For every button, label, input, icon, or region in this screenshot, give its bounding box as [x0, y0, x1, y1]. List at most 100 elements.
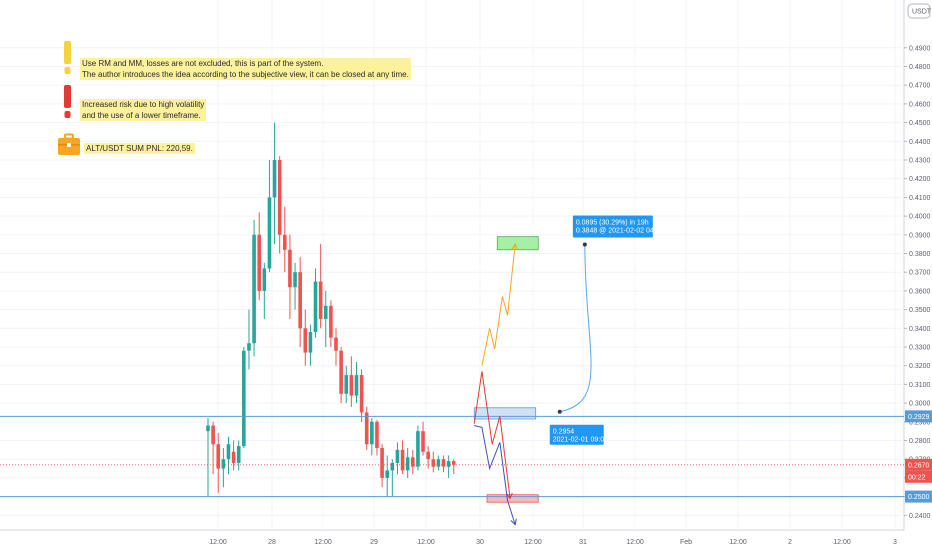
- candle-body: [262, 268, 267, 291]
- candle-body: [349, 375, 354, 396]
- y-tick-label: 0.2400: [909, 513, 931, 520]
- candle-body: [313, 281, 318, 333]
- candle-body: [395, 449, 400, 463]
- y-tick-label: 0.3600: [909, 288, 931, 295]
- candle-down: [334, 328, 338, 366]
- measure-curve: [559, 244, 592, 413]
- candle-up: [313, 268, 318, 338]
- y-tick-label: 0.4200: [909, 176, 931, 183]
- red-projection: [473, 371, 511, 499]
- x-tick-label: 12:00: [417, 539, 435, 546]
- stop-zone: [486, 494, 539, 503]
- currency-badge: [907, 3, 931, 19]
- candle-body: [334, 337, 338, 351]
- candle-down: [431, 451, 436, 473]
- x-tick-label: 12:00: [833, 539, 851, 546]
- y-tick-label: 0.4300: [909, 158, 931, 165]
- candle-body: [277, 160, 282, 235]
- candle-up: [226, 436, 231, 475]
- candle-body: [303, 328, 308, 353]
- warning-exclamation-yellow-icon: [64, 41, 71, 74]
- candle-body: [252, 234, 256, 344]
- candle-down: [349, 356, 354, 407]
- orange-projection: [481, 244, 516, 366]
- candle-body: [431, 459, 436, 467]
- x-tick-label: 29: [370, 539, 378, 546]
- candle-up: [293, 262, 297, 310]
- y-tick-label: 0.2800: [909, 438, 931, 445]
- candle-body: [344, 375, 349, 394]
- candle-up: [395, 442, 400, 475]
- time-axis: 12:00 28 12:00 29 12:00 30 12:00 31 12:00 Feb 12:0…: [209, 539, 897, 546]
- candle-body: [359, 375, 364, 413]
- candle-body: [221, 459, 226, 469]
- measure-end-dot: [582, 242, 587, 247]
- candle-body: [426, 451, 430, 460]
- candle-down: [288, 234, 292, 319]
- candle-up: [267, 160, 272, 273]
- candle-down: [283, 206, 287, 273]
- x-tick-label: 31: [579, 539, 587, 546]
- candle-body: [364, 412, 369, 445]
- candle-body: [436, 459, 441, 467]
- candle-body: [385, 470, 389, 478]
- y-tick-label: 0.3900: [909, 232, 931, 239]
- candle-down: [411, 449, 415, 475]
- candle-body: [257, 234, 261, 291]
- upper-line-price-tag-bg: [905, 410, 932, 423]
- candle-down: [211, 421, 215, 475]
- candle-body: [451, 461, 456, 465]
- candle-up: [252, 219, 256, 357]
- y-tick-label: 0.4000: [909, 214, 931, 221]
- y-tick-label: 0.3800: [909, 251, 931, 258]
- candle-body: [267, 197, 272, 269]
- candle-up: [242, 347, 246, 448]
- candle-body: [236, 446, 241, 463]
- candle-body: [446, 461, 451, 467]
- y-tick-label: 0.3500: [909, 307, 931, 314]
- measure-end-change: 0.0895 (30.29%) in 19h: [576, 220, 649, 227]
- red-projection-arrowhead: [506, 492, 513, 500]
- candle-down: [421, 421, 425, 456]
- candle-body: [211, 425, 215, 445]
- y-tick-label: 0.3300: [909, 345, 931, 352]
- candle-body: [318, 281, 323, 319]
- candle-body: [390, 462, 395, 471]
- entry-zone: [473, 407, 537, 420]
- measure-start-price: 0.2954: [553, 429, 575, 436]
- orange-projection-arrowhead: [511, 243, 518, 250]
- candle-body: [411, 457, 415, 467]
- candle-body: [293, 272, 297, 288]
- price-axis: 0.4900 0.4800 0.4700 0.4600 0.4500 0.4400 0.43…: [904, 3, 932, 520]
- risk-note: Increased risk due to high volatility an…: [80, 99, 207, 121]
- x-tick-label: 12:00: [314, 539, 332, 546]
- candle-down: [277, 156, 282, 254]
- candle-body: [216, 444, 221, 469]
- candle-body: [329, 305, 333, 338]
- candle-down: [400, 440, 405, 475]
- warning-exclamation-red-icon: [64, 85, 71, 118]
- candle-body: [354, 375, 359, 396]
- candle-up: [247, 309, 251, 370]
- candle-body: [370, 421, 374, 445]
- price-lines: [0, 415, 904, 498]
- x-tick-label: 12:00: [626, 539, 644, 546]
- candle-up: [436, 455, 441, 471]
- measure-start-date: 2021-02-01 09:00: [553, 437, 608, 444]
- y-tick-label: 0.4700: [909, 83, 931, 90]
- candle-up: [416, 425, 420, 471]
- candle-body: [226, 444, 231, 460]
- upper-line-price-tag: 0.2929: [908, 414, 930, 421]
- x-tick-label: 2: [788, 539, 792, 546]
- candle-up: [323, 290, 328, 347]
- y-tick-label: 0.4800: [909, 64, 931, 71]
- last-price-tag-bg: [905, 458, 932, 471]
- candle-body: [247, 343, 251, 351]
- candle-down: [257, 212, 261, 301]
- y-tick-label: 0.4900: [909, 45, 931, 52]
- candle-body: [323, 305, 328, 319]
- countdown-tag: 00:22: [908, 474, 926, 481]
- candle-up: [446, 455, 451, 478]
